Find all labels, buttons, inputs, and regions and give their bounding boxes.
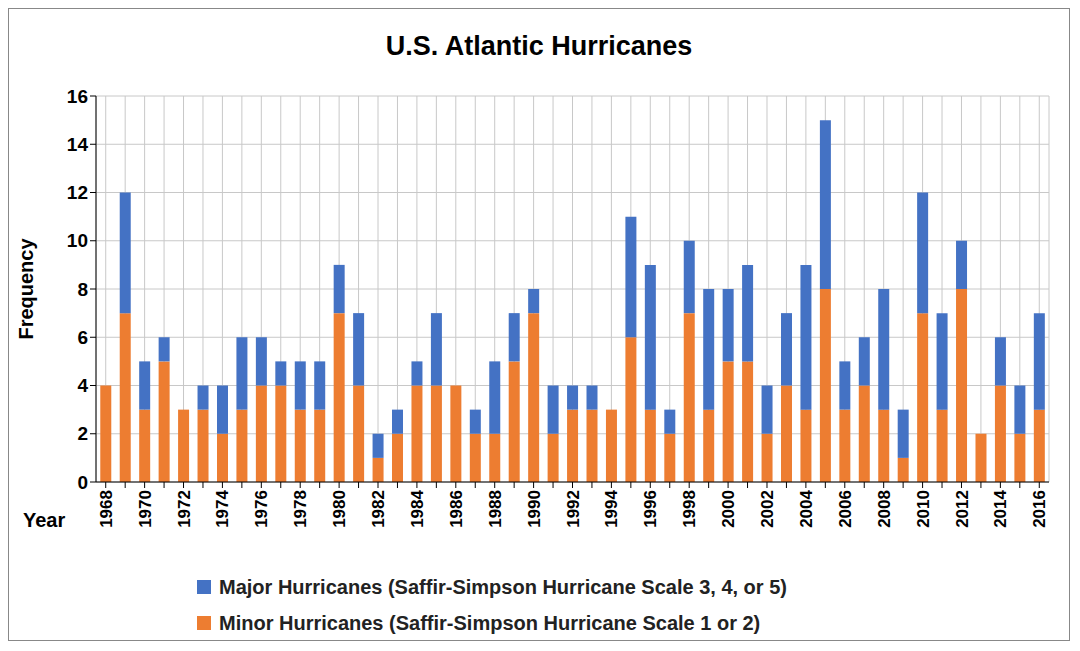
svg-text:1988: 1988 xyxy=(486,490,505,528)
svg-text:2012: 2012 xyxy=(953,490,972,528)
svg-text:8: 8 xyxy=(77,279,88,300)
svg-text:2006: 2006 xyxy=(836,490,855,528)
svg-text:2000: 2000 xyxy=(719,490,738,528)
svg-text:1984: 1984 xyxy=(408,489,427,527)
svg-text:1998: 1998 xyxy=(680,490,699,528)
svg-text:1990: 1990 xyxy=(525,490,544,528)
svg-text:2004: 2004 xyxy=(797,489,816,527)
svg-text:12: 12 xyxy=(67,182,88,203)
svg-text:1972: 1972 xyxy=(175,490,194,528)
html-text:Major Hurricanes (Saffir-Simps: Major Hurricanes (Saffir-Simpson Hurrica… xyxy=(219,576,787,598)
svg-text:2008: 2008 xyxy=(875,490,894,528)
svg-text:6: 6 xyxy=(77,327,88,348)
svg-text:2010: 2010 xyxy=(914,490,933,528)
svg-text:1994: 1994 xyxy=(602,489,621,527)
svg-text:2014: 2014 xyxy=(991,489,1010,527)
svg-text:16: 16 xyxy=(67,86,88,107)
svg-text:1986: 1986 xyxy=(447,490,466,528)
svg-text:1968: 1968 xyxy=(97,490,116,528)
svg-text:1982: 1982 xyxy=(369,490,388,528)
svg-text:10: 10 xyxy=(67,230,88,251)
svg-text:1978: 1978 xyxy=(291,490,310,528)
svg-text:4: 4 xyxy=(77,375,88,396)
svg-text:1970: 1970 xyxy=(136,490,155,528)
svg-text:2: 2 xyxy=(77,423,88,444)
html-text:Year: Year xyxy=(23,509,66,531)
svg-text:14: 14 xyxy=(67,134,89,155)
svg-text:1996: 1996 xyxy=(641,490,660,528)
svg-text:1980: 1980 xyxy=(330,490,349,528)
svg-text:1976: 1976 xyxy=(252,490,271,528)
svg-text:2016: 2016 xyxy=(1030,490,1049,528)
svg-text:1974: 1974 xyxy=(213,489,232,527)
svg-text:2002: 2002 xyxy=(758,490,777,528)
svg-text:0: 0 xyxy=(77,472,88,493)
svg-text:Frequency: Frequency xyxy=(15,238,37,340)
html-text:Minor Hurricanes (Saffir-Simps: Minor Hurricanes (Saffir-Simpson Hurrica… xyxy=(219,612,761,634)
html-text:U.S. Atlantic Hurricanes: U.S. Atlantic Hurricanes xyxy=(385,31,693,61)
svg-text:1992: 1992 xyxy=(564,490,583,528)
